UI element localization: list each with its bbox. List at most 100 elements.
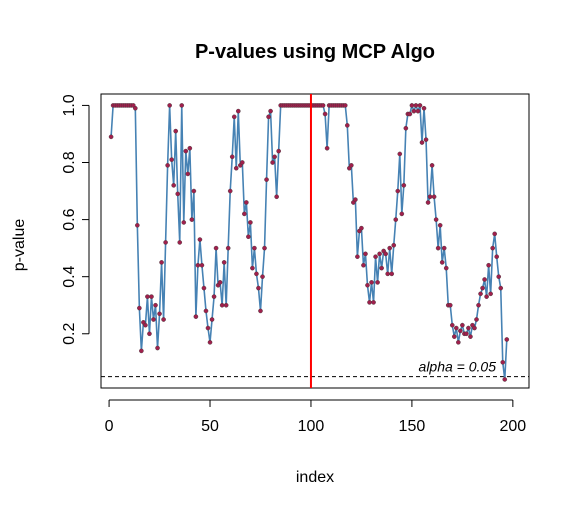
data-point xyxy=(449,322,455,328)
data-point xyxy=(252,245,257,251)
data-point xyxy=(161,317,166,322)
data-point xyxy=(165,163,170,168)
data-point xyxy=(369,280,374,285)
data-point xyxy=(342,103,348,108)
data-point xyxy=(183,148,189,154)
x-axis-label: index xyxy=(296,469,334,486)
data-point xyxy=(205,325,211,331)
threshold-layer: alpha = 0.05 xyxy=(101,359,529,378)
data-point xyxy=(484,294,489,299)
x-tick-label: 50 xyxy=(201,418,219,435)
data-point xyxy=(213,245,219,251)
data-point xyxy=(231,114,237,120)
data-point xyxy=(496,274,502,279)
data-point xyxy=(147,331,152,337)
data-point xyxy=(349,163,354,168)
series-line xyxy=(110,102,508,380)
data-point xyxy=(135,222,140,228)
data-point xyxy=(375,280,380,285)
data-point xyxy=(486,262,491,268)
data-point xyxy=(371,300,376,305)
data-point xyxy=(244,200,249,205)
data-point xyxy=(421,105,427,111)
data-point xyxy=(139,348,144,354)
data-point xyxy=(399,211,405,217)
x-tick-label: 0 xyxy=(105,418,114,435)
data-point xyxy=(389,271,395,277)
data-point xyxy=(217,280,223,285)
data-point xyxy=(189,217,195,222)
data-point xyxy=(175,191,181,197)
data-point xyxy=(361,262,366,268)
data-point xyxy=(363,251,368,257)
data-point xyxy=(270,160,275,165)
data-point xyxy=(385,271,390,277)
data-point xyxy=(431,194,437,200)
data-point xyxy=(264,177,269,182)
data-point xyxy=(159,260,164,265)
data-point xyxy=(403,125,409,131)
data-point xyxy=(401,183,407,188)
data-point xyxy=(193,314,199,319)
data-point xyxy=(353,197,358,202)
data-point xyxy=(169,157,174,162)
data-point xyxy=(163,240,168,245)
data-point xyxy=(413,103,419,108)
x-tick-label: 200 xyxy=(499,418,526,435)
data-point xyxy=(203,308,209,314)
y-tick-label: 0.4 xyxy=(61,265,78,287)
x-tick-label: 150 xyxy=(399,418,426,435)
data-point xyxy=(227,188,233,194)
data-point xyxy=(272,154,277,160)
data-point xyxy=(419,140,425,145)
data-point xyxy=(225,245,231,251)
data-point xyxy=(359,225,364,231)
data-point xyxy=(229,154,235,160)
data-point xyxy=(233,165,239,171)
data-point xyxy=(197,237,203,242)
data-point xyxy=(248,220,253,225)
data-point xyxy=(276,148,281,154)
data-point xyxy=(223,302,229,308)
data-point xyxy=(177,240,183,245)
data-point xyxy=(246,234,251,240)
data-point xyxy=(456,340,461,345)
data-point xyxy=(494,254,500,260)
data-point xyxy=(500,360,506,365)
data-point xyxy=(443,265,449,271)
data-point xyxy=(266,114,271,120)
data-point xyxy=(435,245,441,251)
data-point xyxy=(379,265,384,271)
data-point xyxy=(502,377,508,382)
alpha-annotation: alpha = 0.05 xyxy=(419,359,497,375)
data-point xyxy=(429,163,435,168)
data-point xyxy=(262,245,267,251)
data-point xyxy=(397,151,403,157)
data-point xyxy=(242,211,247,217)
data-point xyxy=(454,325,459,331)
data-point xyxy=(393,217,399,222)
data-point xyxy=(149,294,154,299)
data-point xyxy=(240,160,245,165)
data-point xyxy=(365,282,370,288)
y-tick-label: 0.2 xyxy=(61,323,78,345)
x-axis: 0 50 100 150 200 xyxy=(105,399,526,435)
data-point xyxy=(209,317,215,322)
data-point xyxy=(423,137,429,142)
data-point xyxy=(185,171,191,177)
data-point xyxy=(133,105,138,111)
data-point xyxy=(387,245,393,251)
data-point xyxy=(441,245,447,251)
data-point xyxy=(187,145,193,151)
data-point xyxy=(151,317,156,322)
data-point xyxy=(383,251,388,257)
data-point xyxy=(153,302,158,308)
y-axis-label: p-value xyxy=(11,219,28,272)
data-point xyxy=(411,108,417,114)
data-point xyxy=(425,200,431,205)
data-point xyxy=(173,128,178,134)
data-point xyxy=(167,103,172,108)
data-point xyxy=(373,254,378,260)
data-point xyxy=(235,108,241,114)
